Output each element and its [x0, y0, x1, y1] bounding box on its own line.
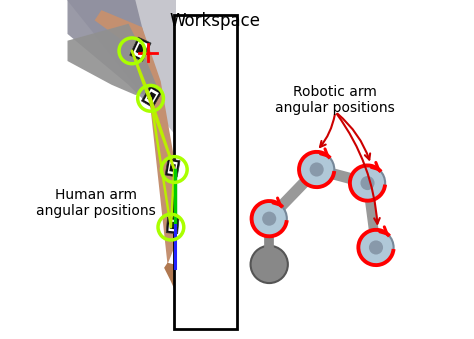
Circle shape [369, 240, 383, 255]
Circle shape [252, 201, 287, 236]
FancyBboxPatch shape [170, 222, 175, 229]
Circle shape [251, 246, 288, 283]
Polygon shape [164, 263, 191, 308]
FancyBboxPatch shape [132, 40, 148, 59]
Polygon shape [95, 10, 174, 264]
Circle shape [360, 176, 374, 190]
Polygon shape [67, 24, 159, 95]
Circle shape [358, 230, 393, 265]
Polygon shape [67, 0, 152, 102]
FancyBboxPatch shape [169, 164, 176, 172]
Circle shape [350, 165, 385, 201]
FancyBboxPatch shape [168, 219, 177, 232]
Text: Robotic arm
angular positions: Robotic arm angular positions [275, 85, 395, 115]
Polygon shape [67, 0, 176, 136]
Bar [174, 15, 237, 329]
FancyBboxPatch shape [166, 217, 179, 234]
FancyBboxPatch shape [136, 44, 145, 55]
FancyBboxPatch shape [144, 88, 159, 105]
FancyBboxPatch shape [167, 161, 178, 175]
Circle shape [262, 212, 276, 226]
Text: Workspace: Workspace [170, 12, 261, 30]
Circle shape [310, 162, 324, 177]
FancyBboxPatch shape [141, 86, 162, 107]
FancyBboxPatch shape [130, 37, 151, 61]
FancyBboxPatch shape [147, 92, 156, 102]
Circle shape [299, 152, 334, 187]
FancyBboxPatch shape [165, 159, 180, 177]
Text: Human arm
angular positions: Human arm angular positions [36, 188, 156, 219]
